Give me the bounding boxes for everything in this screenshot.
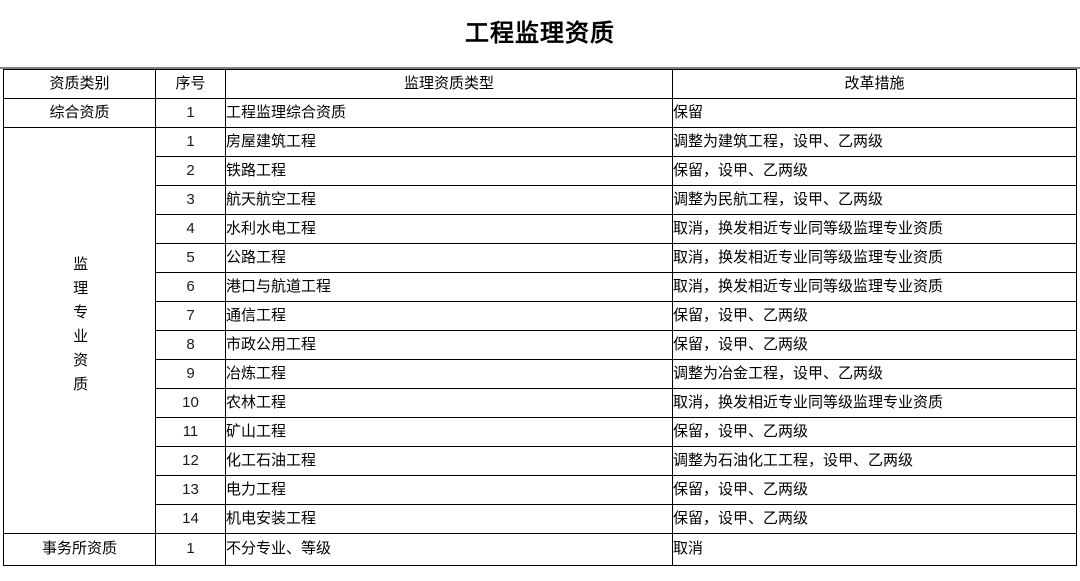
- header-cell-measure: 改革措施: [672, 69, 1077, 99]
- cell-index: 2: [155, 156, 226, 186]
- cell-index: 9: [155, 359, 226, 389]
- cell-index: 10: [155, 388, 226, 418]
- table-row: 2 铁路工程 保留，设甲、乙两级: [4, 156, 1077, 186]
- category-label: 综合资质: [3, 98, 156, 128]
- cell-index: 13: [155, 475, 226, 505]
- header-cell-index: 序号: [155, 69, 226, 99]
- table-row: 事务所资质 1 不分专业、等级 取消: [3, 533, 1077, 566]
- cell-index: 8: [155, 330, 226, 360]
- cell-measure: 调整为民航工程，设甲、乙两级: [672, 185, 1077, 215]
- table-row: 8 市政公用工程 保留，设甲、乙两级: [4, 330, 1077, 360]
- header-cell-type: 监理资质类型: [225, 69, 673, 99]
- cell-index: 14: [155, 504, 226, 534]
- cell-type: 矿山工程: [225, 417, 673, 447]
- cell-measure: 取消，换发相近专业同等级监理专业资质: [672, 272, 1077, 302]
- cell-type: 不分专业、等级: [225, 533, 673, 566]
- cell-type: 机电安装工程: [225, 504, 673, 534]
- cell-measure: 调整为石油化工工程，设甲、乙两级: [672, 446, 1077, 476]
- cell-index: 3: [155, 185, 226, 215]
- category-label: 事务所资质: [3, 533, 156, 566]
- cell-measure: 调整为冶金工程，设甲、乙两级: [672, 359, 1077, 389]
- cell-type: 农林工程: [225, 388, 673, 418]
- cell-type: 水利水电工程: [225, 214, 673, 244]
- cell-measure: 取消: [672, 533, 1077, 566]
- cell-type: 冶炼工程: [225, 359, 673, 389]
- table-row: 6 港口与航道工程 取消，换发相近专业同等级监理专业资质: [4, 272, 1077, 302]
- cell-index: 5: [155, 243, 226, 273]
- cell-index: 1: [155, 533, 226, 566]
- table-row: 监理专业资质 1 房屋建筑工程 调整为建筑工程，设甲、乙两级: [3, 127, 1077, 534]
- table-row: 10 农林工程 取消，换发相近专业同等级监理专业资质: [4, 388, 1077, 418]
- table-row: 综合资质 1 工程监理综合资质 保留: [3, 98, 1077, 128]
- cell-index: 4: [155, 214, 226, 244]
- category-label-vertical: 监理专业资质: [3, 127, 156, 534]
- cell-type: 工程监理综合资质: [225, 98, 673, 128]
- cell-type: 化工石油工程: [225, 446, 673, 476]
- cell-measure: 调整为建筑工程，设甲、乙两级: [672, 127, 1077, 157]
- header-row: 资质类别 序号 监理资质类型 改革措施: [3, 69, 1077, 99]
- cell-index: 7: [155, 301, 226, 331]
- cell-type: 通信工程: [225, 301, 673, 331]
- cell-type: 电力工程: [225, 475, 673, 505]
- header-cell-category: 资质类别: [3, 69, 156, 99]
- cell-measure: 取消，换发相近专业同等级监理专业资质: [672, 214, 1077, 244]
- cell-measure: 保留，设甲、乙两级: [672, 330, 1077, 360]
- cell-type: 铁路工程: [225, 156, 673, 186]
- table-row: 14 机电安装工程 保留，设甲、乙两级: [4, 504, 1077, 534]
- cell-index: 11: [155, 417, 226, 447]
- cell-measure: 保留，设甲、乙两级: [672, 417, 1077, 447]
- table-body: 综合资质 1 工程监理综合资质 保留 监理专业资质 1 房屋建筑工程 调整为建筑工程，设甲、乙…: [3, 98, 1077, 566]
- cell-index: 1: [155, 98, 226, 128]
- cell-measure: 取消，换发相近专业同等级监理专业资质: [672, 388, 1077, 418]
- table-row: 7 通信工程 保留，设甲、乙两级: [4, 301, 1077, 331]
- table-row: 9 冶炼工程 调整为冶金工程，设甲、乙两级: [4, 359, 1077, 389]
- cell-type: 港口与航道工程: [225, 272, 673, 302]
- cell-measure: 保留，设甲、乙两级: [672, 301, 1077, 331]
- cell-measure: 取消，换发相近专业同等级监理专业资质: [672, 243, 1077, 273]
- table-row: 11 矿山工程 保留，设甲、乙两级: [4, 417, 1077, 447]
- table-row: 12 化工石油工程 调整为石油化工工程，设甲、乙两级: [4, 446, 1077, 476]
- table-row: 3 航天航空工程 调整为民航工程，设甲、乙两级: [4, 185, 1077, 215]
- table-row: 5 公路工程 取消，换发相近专业同等级监理专业资质: [4, 243, 1077, 273]
- cell-index: 1: [155, 127, 226, 157]
- cell-type: 房屋建筑工程: [225, 127, 673, 157]
- table-row: 4 水利水电工程 取消，换发相近专业同等级监理专业资质: [4, 214, 1077, 244]
- table-row: 13 电力工程 保留，设甲、乙两级: [4, 475, 1077, 505]
- table-header: 资质类别 序号 监理资质类型 改革措施: [3, 69, 1077, 99]
- cell-type: 市政公用工程: [225, 330, 673, 360]
- category-label-text: 监理专业资质: [71, 256, 89, 401]
- title-band: 工程监理资质: [0, 0, 1080, 69]
- qualification-table: 资质类别 序号 监理资质类型 改革措施 综合资质 1 工程监理综合资质 保留 监理专业资…: [3, 69, 1077, 566]
- page-title: 工程监理资质: [465, 19, 615, 47]
- cell-measure: 保留，设甲、乙两级: [672, 504, 1077, 534]
- cell-measure: 保留，设甲、乙两级: [672, 156, 1077, 186]
- cell-index: 6: [155, 272, 226, 302]
- cell-measure: 保留: [672, 98, 1077, 128]
- cell-measure: 保留，设甲、乙两级: [672, 475, 1077, 505]
- cell-index: 12: [155, 446, 226, 476]
- cell-type: 航天航空工程: [225, 185, 673, 215]
- cell-type: 公路工程: [225, 243, 673, 273]
